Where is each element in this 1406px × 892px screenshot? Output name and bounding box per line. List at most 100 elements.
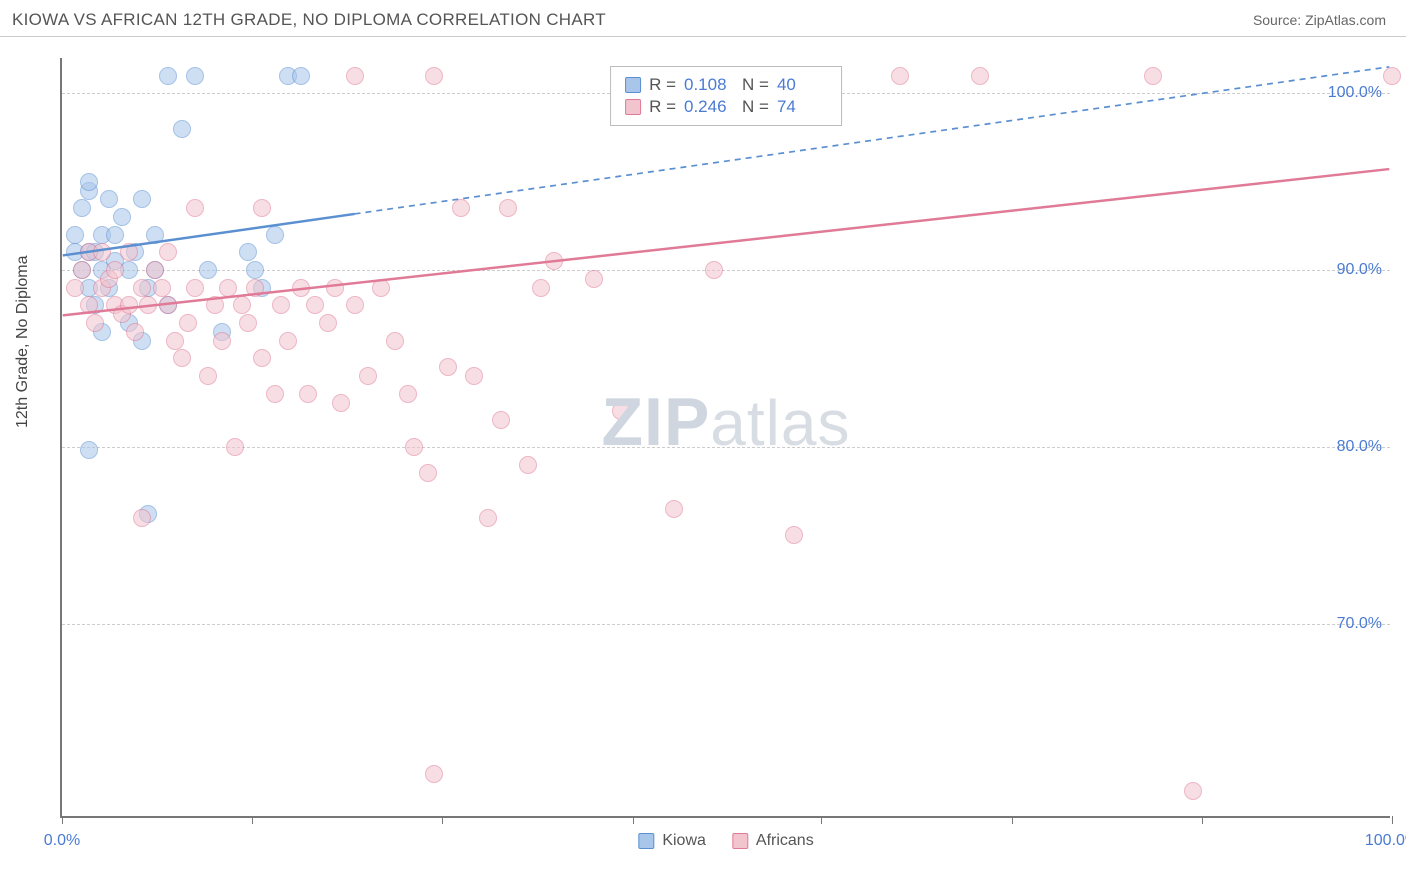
- plot-area: ZIPatlas R =0.108N =40R =0.246N =74 Kiow…: [60, 58, 1390, 818]
- data-point: [173, 349, 191, 367]
- data-point: [173, 120, 191, 138]
- x-tick: [442, 816, 443, 824]
- data-point: [106, 261, 124, 279]
- y-axis-label: 12th Grade, No Diploma: [14, 255, 32, 428]
- legend-row: R = 0.246 N = 74: [625, 97, 827, 117]
- data-point: [153, 279, 171, 297]
- data-point: [199, 261, 217, 279]
- data-point: [292, 279, 310, 297]
- data-point: [299, 385, 317, 403]
- data-point: [199, 367, 217, 385]
- data-point: [239, 314, 257, 332]
- data-point: [139, 296, 157, 314]
- data-point: [306, 296, 324, 314]
- data-point: [126, 323, 144, 341]
- data-point: [419, 464, 437, 482]
- legend-n-label: N =: [742, 75, 769, 95]
- data-point: [73, 261, 91, 279]
- legend-r-value: 0.246: [684, 97, 734, 117]
- legend-n-value: 74: [777, 97, 827, 117]
- data-point: [133, 190, 151, 208]
- correlation-legend: R =0.108N =40R =0.246N =74: [610, 66, 842, 126]
- data-point: [545, 252, 563, 270]
- data-point: [585, 270, 603, 288]
- data-point: [705, 261, 723, 279]
- gridline: [62, 624, 1390, 625]
- y-tick-label: 90.0%: [1337, 261, 1382, 279]
- data-point: [279, 332, 297, 350]
- data-point: [159, 243, 177, 261]
- source-attribution: Source: ZipAtlas.com: [1253, 12, 1386, 28]
- data-point: [272, 296, 290, 314]
- x-tick: [62, 816, 63, 824]
- y-tick-label: 80.0%: [1337, 438, 1382, 456]
- data-point: [93, 243, 111, 261]
- data-point: [612, 402, 630, 420]
- data-point: [159, 67, 177, 85]
- series-legend-label: Kiowa: [662, 832, 706, 850]
- data-point: [346, 67, 364, 85]
- data-point: [386, 332, 404, 350]
- data-point: [186, 199, 204, 217]
- data-point: [219, 279, 237, 297]
- legend-swatch: [732, 833, 748, 849]
- data-point: [206, 296, 224, 314]
- data-point: [452, 199, 470, 217]
- data-point: [465, 367, 483, 385]
- data-point: [785, 526, 803, 544]
- data-point: [66, 279, 84, 297]
- gridline: [62, 447, 1390, 448]
- data-point: [86, 314, 104, 332]
- data-point: [146, 261, 164, 279]
- x-tick: [821, 816, 822, 824]
- data-point: [399, 385, 417, 403]
- data-point: [891, 67, 909, 85]
- data-point: [80, 296, 98, 314]
- x-tick-label: 0.0%: [44, 832, 80, 850]
- data-point: [80, 173, 98, 191]
- data-point: [319, 314, 337, 332]
- data-point: [66, 226, 84, 244]
- legend-swatch: [638, 833, 654, 849]
- x-tick: [1392, 816, 1393, 824]
- data-point: [253, 349, 271, 367]
- chart-container: 12th Grade, No Diploma ZIPatlas R =0.108…: [0, 48, 1406, 868]
- data-point: [106, 226, 124, 244]
- legend-n-value: 40: [777, 75, 827, 95]
- x-tick: [633, 816, 634, 824]
- y-tick-label: 70.0%: [1337, 615, 1382, 633]
- source-link[interactable]: ZipAtlas.com: [1305, 12, 1386, 28]
- y-tick-label: 100.0%: [1328, 84, 1382, 102]
- data-point: [226, 438, 244, 456]
- data-point: [253, 199, 271, 217]
- watermark: ZIPatlas: [602, 383, 851, 461]
- data-point: [1383, 67, 1401, 85]
- data-point: [1184, 782, 1202, 800]
- data-point: [372, 279, 390, 297]
- x-tick: [1012, 816, 1013, 824]
- legend-n-label: N =: [742, 97, 769, 117]
- data-point: [971, 67, 989, 85]
- series-legend-item: Kiowa: [638, 832, 706, 850]
- data-point: [246, 279, 264, 297]
- data-point: [146, 226, 164, 244]
- x-tick: [252, 816, 253, 824]
- series-legend-label: Africans: [756, 832, 814, 850]
- legend-swatch: [625, 99, 641, 115]
- legend-r-label: R =: [649, 97, 676, 117]
- series-legend-item: Africans: [732, 832, 814, 850]
- data-point: [186, 279, 204, 297]
- data-point: [266, 385, 284, 403]
- data-point: [179, 314, 197, 332]
- data-point: [246, 261, 264, 279]
- data-point: [519, 456, 537, 474]
- data-point: [492, 411, 510, 429]
- legend-swatch: [625, 77, 641, 93]
- data-point: [233, 296, 251, 314]
- data-point: [332, 394, 350, 412]
- data-point: [292, 67, 310, 85]
- data-point: [100, 190, 118, 208]
- chart-header: KIOWA VS AFRICAN 12TH GRADE, NO DIPLOMA …: [0, 0, 1406, 37]
- data-point: [405, 438, 423, 456]
- data-point: [166, 332, 184, 350]
